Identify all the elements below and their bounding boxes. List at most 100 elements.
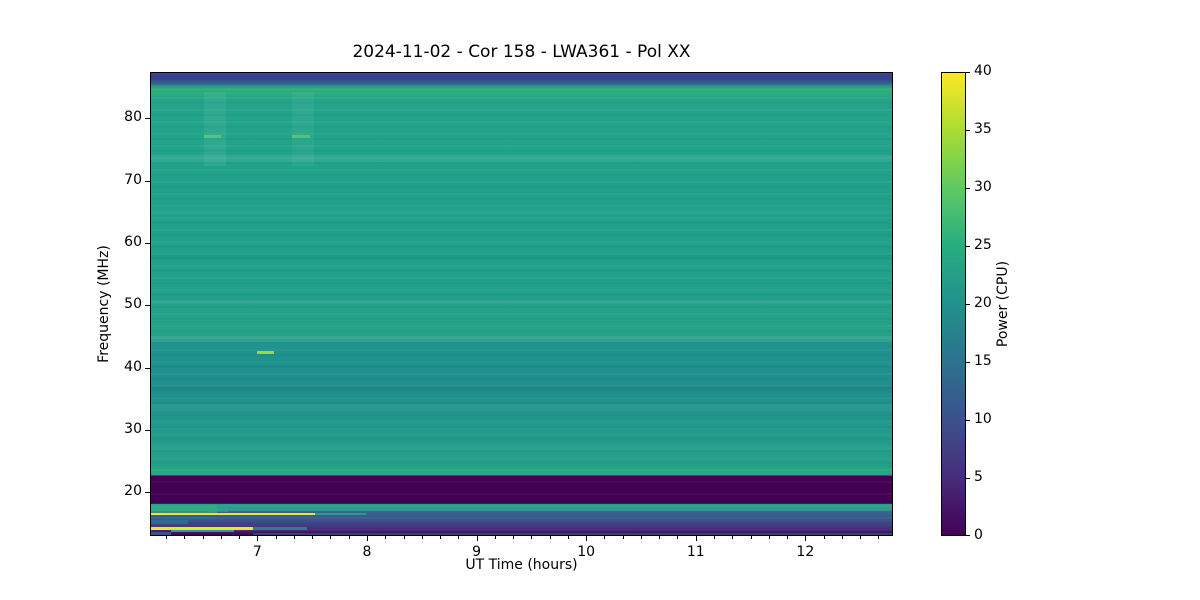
tick-mark xyxy=(293,536,295,539)
band-stripe-65mhz xyxy=(151,209,892,214)
tick-mark xyxy=(275,536,277,539)
rfi-stub-13mhz xyxy=(151,532,171,535)
tick-mark xyxy=(549,536,551,539)
colorbar-tick-mark xyxy=(966,362,970,363)
rfi-dash-77mhz-a xyxy=(203,134,222,139)
tick-mark xyxy=(695,536,697,541)
band-stripe-58mhz xyxy=(151,255,892,259)
x-axis-label: UT Time (hours) xyxy=(465,557,578,573)
tick-mark xyxy=(513,536,515,539)
band-stripe-37mhz xyxy=(151,386,892,390)
colorbar-tick-label: 5 xyxy=(974,469,983,485)
tick-mark xyxy=(494,536,496,539)
tick-mark xyxy=(604,536,606,539)
rfi-teal-14mhz xyxy=(170,529,235,532)
colorbar-tick-mark xyxy=(966,188,970,189)
tick-mark xyxy=(145,118,150,120)
tick-mark xyxy=(768,536,770,539)
tick-mark xyxy=(421,536,423,539)
tick-mark xyxy=(586,536,588,541)
tick-mark xyxy=(312,536,314,539)
tick-mark xyxy=(145,180,150,182)
colorbar-tick-label: 0 xyxy=(974,527,983,543)
chart-title: 2024-11-02 - Cor 158 - LWA361 - Pol XX xyxy=(352,42,691,62)
x-tick-label: 7 xyxy=(252,544,262,560)
colorbar-tick-mark xyxy=(966,130,970,131)
tick-mark xyxy=(567,536,569,539)
tick-mark xyxy=(403,536,405,539)
colorbar-tick-mark xyxy=(966,535,970,536)
tick-mark xyxy=(750,536,752,539)
rfi-dash-42mhz xyxy=(257,351,274,355)
tick-mark xyxy=(166,536,168,539)
tick-mark xyxy=(145,492,150,494)
colorbar-tick-label: 30 xyxy=(974,179,992,195)
rfi-step-17mhz xyxy=(209,507,228,513)
colorbar-tick-mark xyxy=(966,304,970,305)
rfi-yellow-16.6mhz xyxy=(151,513,316,516)
tick-mark xyxy=(841,536,843,539)
rfi-faint-13.5mhz xyxy=(252,533,892,535)
tick-mark xyxy=(366,536,368,541)
tick-mark xyxy=(220,536,222,539)
x-tick-label: 9 xyxy=(472,544,482,560)
tick-mark xyxy=(385,536,387,539)
tick-mark xyxy=(659,536,661,539)
tick-mark xyxy=(239,536,241,539)
tick-mark xyxy=(860,536,862,539)
colorbar-tick-mark xyxy=(966,246,970,247)
spectrogram-heatmap xyxy=(151,73,892,535)
band-stripe-50mhz xyxy=(151,300,892,305)
x-tick-label: 8 xyxy=(362,544,372,560)
tick-mark xyxy=(440,536,442,539)
tick-mark xyxy=(531,536,533,539)
colorbar-tick-mark xyxy=(966,72,970,73)
y-tick-label: 30 xyxy=(124,420,142,437)
rfi-teal-16mhz xyxy=(165,517,215,519)
colorbar-tick-label: 35 xyxy=(974,121,992,137)
tick-mark xyxy=(805,536,807,541)
tick-mark xyxy=(257,536,259,541)
y-axis-label: Frequency (MHz) xyxy=(96,245,112,363)
x-tick-label: 10 xyxy=(577,544,596,560)
colorbar-tick-label: 40 xyxy=(974,63,992,79)
tick-mark xyxy=(202,536,204,539)
rfi-blue-15mhz xyxy=(151,520,189,524)
colorbar-tick-mark xyxy=(966,420,970,421)
y-tick-label: 20 xyxy=(124,483,142,500)
tick-mark xyxy=(330,536,332,539)
band-stripe-44mhz xyxy=(151,336,892,342)
tick-mark xyxy=(787,536,789,539)
x-tick-label: 11 xyxy=(686,544,705,560)
band-stripe-27mhz xyxy=(151,446,892,451)
rfi-dash-77mhz-b xyxy=(292,134,310,139)
colorbar-tick-label: 20 xyxy=(974,295,992,311)
tick-mark xyxy=(640,536,642,539)
tick-mark xyxy=(677,536,679,539)
tick-mark xyxy=(145,367,150,369)
tick-mark xyxy=(145,242,150,244)
tick-mark xyxy=(732,536,734,539)
heatmap-features-layer xyxy=(151,73,892,535)
tick-mark xyxy=(476,536,478,541)
colorbar-label: Power (CPU) xyxy=(995,260,1011,348)
bright-column-a xyxy=(203,92,226,166)
x-tick-label: 12 xyxy=(796,544,815,560)
tick-mark xyxy=(878,536,880,539)
rfi-yellow-14.4mhz xyxy=(151,527,253,530)
colorbar xyxy=(941,72,966,536)
tick-mark xyxy=(622,536,624,539)
tick-mark xyxy=(348,536,350,539)
y-tick-label: 80 xyxy=(124,109,142,126)
colorbar-tick-label: 15 xyxy=(974,353,992,369)
rfi-blob-17mhz xyxy=(151,506,217,514)
tick-mark xyxy=(458,536,460,539)
tick-mark xyxy=(823,536,825,539)
tick-mark xyxy=(184,536,186,539)
rfi-teal-16.6mhz xyxy=(315,513,366,516)
heatmap-banding-texture xyxy=(151,73,892,535)
colorbar-tick-mark xyxy=(966,478,970,479)
y-tick-label: 60 xyxy=(124,233,142,250)
spectrogram-plot-area xyxy=(150,72,893,536)
band-stripe-73mhz xyxy=(151,155,892,162)
